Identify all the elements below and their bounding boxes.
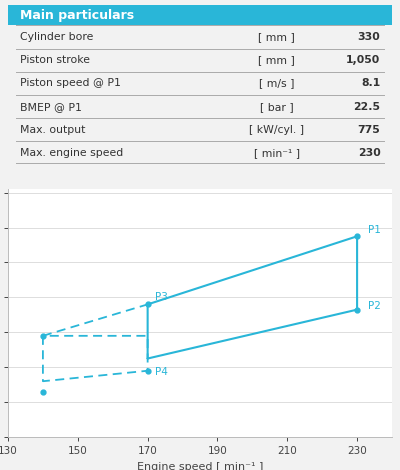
Text: [ mm ]: [ mm ] — [258, 55, 295, 65]
Text: Max. output: Max. output — [20, 125, 85, 135]
Text: Main particulars: Main particulars — [20, 8, 134, 22]
Bar — [8, 5, 392, 25]
Text: Max. engine speed: Max. engine speed — [20, 148, 123, 158]
X-axis label: Engine speed [ min⁻¹ ]: Engine speed [ min⁻¹ ] — [137, 462, 263, 470]
Text: Cylinder bore: Cylinder bore — [20, 32, 93, 42]
Text: BMEP @ P1: BMEP @ P1 — [20, 102, 81, 112]
Text: 230: 230 — [358, 148, 380, 158]
Text: [ bar ]: [ bar ] — [260, 102, 294, 112]
Text: 1,050: 1,050 — [346, 55, 380, 65]
Text: 775: 775 — [358, 125, 380, 135]
Text: P4: P4 — [155, 367, 168, 377]
Text: P1: P1 — [368, 225, 380, 235]
Text: 8.1: 8.1 — [361, 78, 380, 88]
Text: P3: P3 — [155, 291, 168, 302]
Text: 22.5: 22.5 — [354, 102, 380, 112]
Text: 330: 330 — [358, 32, 380, 42]
Text: Piston speed @ P1: Piston speed @ P1 — [20, 78, 120, 88]
Text: [ m/s ]: [ m/s ] — [259, 78, 294, 88]
Text: [ min⁻¹ ]: [ min⁻¹ ] — [254, 148, 300, 158]
Text: [ kW/cyl. ]: [ kW/cyl. ] — [249, 125, 304, 135]
Text: P2: P2 — [368, 301, 380, 312]
Text: [ mm ]: [ mm ] — [258, 32, 295, 42]
Text: Piston stroke: Piston stroke — [20, 55, 90, 65]
